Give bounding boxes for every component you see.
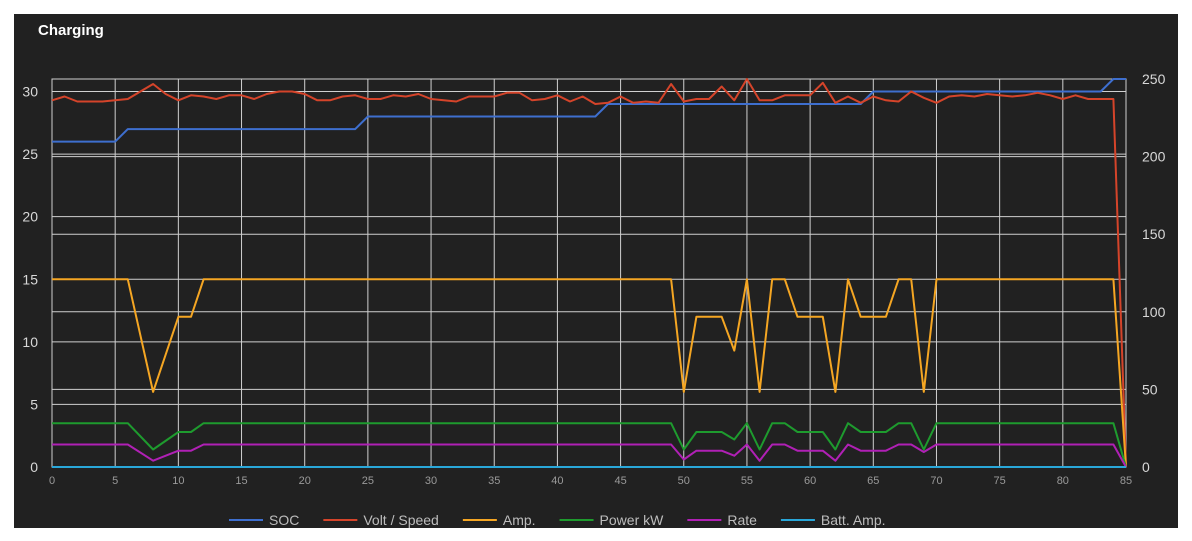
x-tick-label: 10	[172, 475, 184, 487]
y-tick-label: 0	[30, 459, 38, 475]
chart-panel	[14, 14, 1178, 528]
x-tick-label: 60	[804, 475, 816, 487]
y2-tick-label: 200	[1142, 149, 1166, 165]
x-tick-label: 55	[741, 475, 753, 487]
x-tick-label: 20	[299, 475, 311, 487]
legend-label: Power kW	[600, 512, 665, 528]
series-lines	[51, 78, 1127, 468]
legend-label: Amp.	[503, 512, 536, 528]
x-tick-label: 0	[49, 475, 55, 487]
x-tick-label: 45	[614, 475, 626, 487]
plot-frame	[51, 78, 1127, 468]
series-line	[52, 78, 1126, 143]
series-line	[52, 278, 1127, 468]
series-line	[52, 443, 1127, 468]
legend-label: Rate	[727, 512, 757, 528]
y-tick-label: 30	[22, 84, 38, 100]
y2-tick-label: 0	[1142, 459, 1150, 475]
x-tick-label: 50	[678, 475, 690, 487]
y2-tick-label: 100	[1142, 304, 1166, 320]
legend-label: Batt. Amp.	[821, 512, 886, 528]
x-tick-label: 40	[551, 475, 563, 487]
y-tick-label: 5	[30, 396, 38, 412]
x-tick-label: 65	[867, 475, 879, 487]
y2-tick-label: 150	[1142, 226, 1166, 242]
legend-label: Volt / Speed	[363, 512, 439, 528]
y-tick-label: 20	[22, 209, 38, 225]
series-line	[51, 78, 1127, 468]
x-tick-label: 5	[112, 475, 118, 487]
y-tick-label: 10	[22, 334, 38, 350]
x-tick-label: 25	[362, 475, 374, 487]
x-tick-label: 35	[488, 475, 500, 487]
legend-label: SOC	[269, 512, 299, 528]
grid-lines	[51, 78, 1127, 468]
x-tick-label: 85	[1120, 475, 1132, 487]
x-tick-label: 30	[425, 475, 437, 487]
y-tick-label: 25	[22, 146, 38, 162]
x-tick-label: 80	[1057, 475, 1069, 487]
x-tick-label: 75	[994, 475, 1006, 487]
chart-title: Charging	[38, 22, 104, 39]
x-tick-label: 70	[930, 475, 942, 487]
y-tick-label: 15	[22, 271, 38, 287]
axis-labels: 0 5 10 15 20 25 30 0 50 100 150 200 250 0 5 10 15 20 25 30 3…	[22, 71, 1165, 487]
x-tick-label: 15	[235, 475, 247, 487]
y2-tick-label: 250	[1142, 71, 1166, 87]
y2-tick-label: 50	[1142, 381, 1158, 397]
series-line	[52, 422, 1127, 468]
legend: SOC Volt / Speed Amp. Power kW Rate Batt. Amp…	[229, 512, 886, 528]
